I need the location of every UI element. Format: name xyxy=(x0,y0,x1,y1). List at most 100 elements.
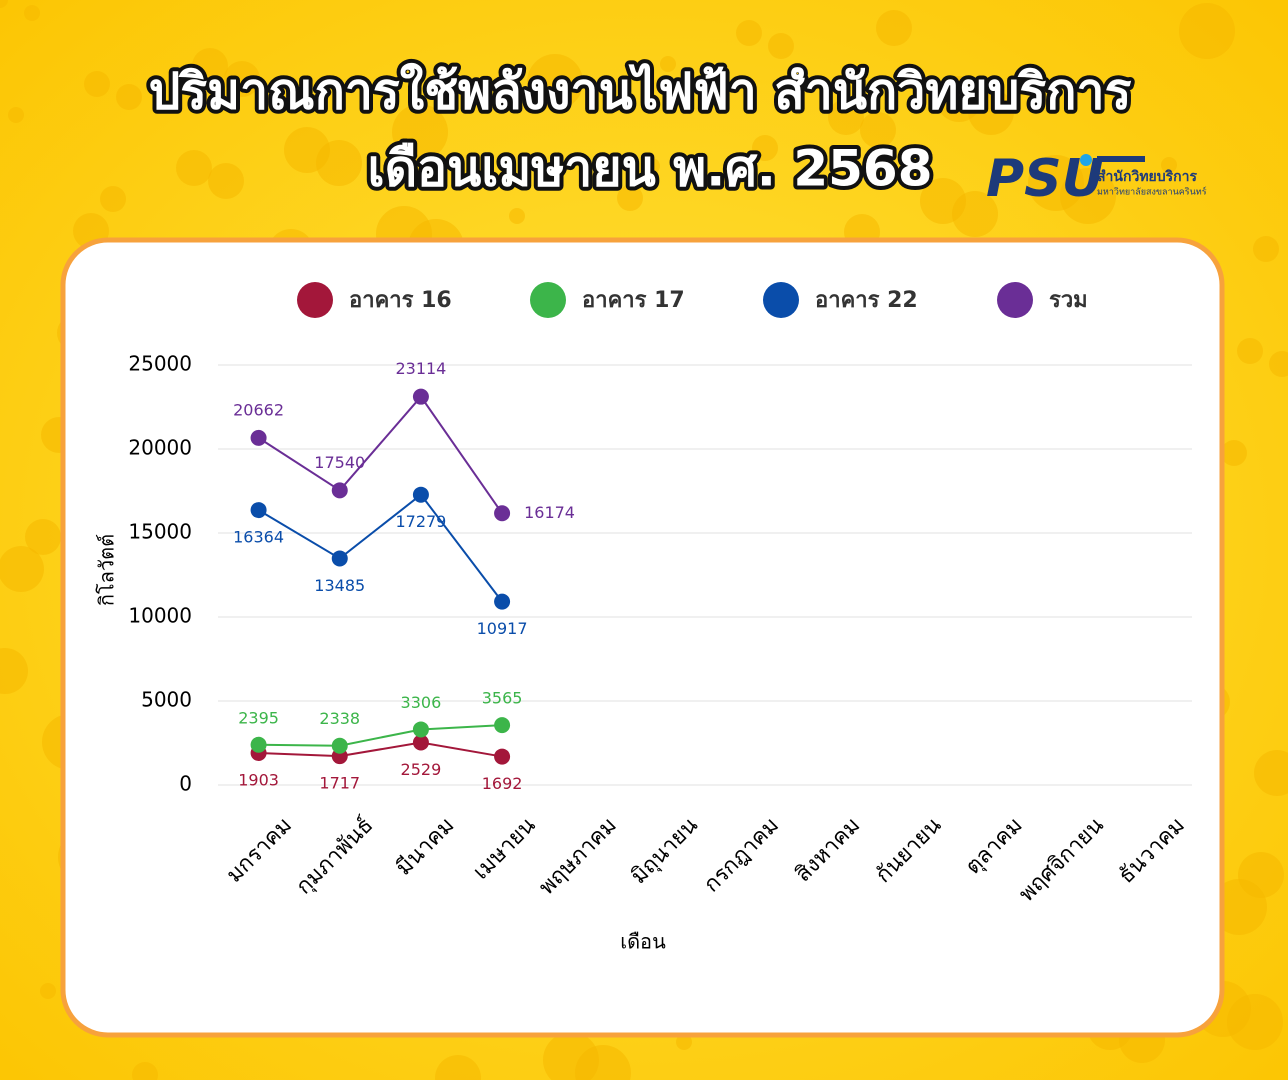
data-label: 2395 xyxy=(238,708,279,727)
legend-marker xyxy=(530,282,566,318)
data-point xyxy=(331,482,348,499)
data-label: 13485 xyxy=(314,576,365,595)
legend-label: อาคาร 22 xyxy=(815,288,918,313)
bg-dot xyxy=(860,112,896,148)
chart-title: ปริมาณการใช้พลังงานไฟฟ้า สำนักวิทยบริการ xyxy=(149,63,1132,121)
data-label: 20662 xyxy=(233,400,284,419)
bg-dot xyxy=(1179,3,1235,59)
data-label: 10917 xyxy=(477,619,528,638)
legend-marker xyxy=(997,282,1033,318)
y-tick-label: 15000 xyxy=(128,520,192,544)
logo-dot xyxy=(1080,154,1092,166)
data-label: 16174 xyxy=(524,503,575,522)
series-line xyxy=(258,395,503,514)
y-tick-label: 25000 xyxy=(128,352,192,376)
logo-name: สำนักวิทยบริการ xyxy=(1097,169,1197,185)
data-point xyxy=(494,748,511,765)
bg-dot xyxy=(0,546,44,592)
bg-dot xyxy=(736,20,762,46)
y-axis-label: กิโลวัตต์ xyxy=(95,534,119,606)
bg-dot xyxy=(0,648,28,694)
bg-dot xyxy=(876,10,912,46)
data-point xyxy=(494,717,511,734)
series: 2395 2338 3306 3565 xyxy=(238,689,522,754)
bg-dot xyxy=(1253,236,1279,262)
bg-dot xyxy=(192,48,228,84)
bg-dot xyxy=(0,0,8,8)
bg-dot xyxy=(208,163,244,199)
legend-label: รวม xyxy=(1049,288,1088,313)
data-point xyxy=(412,486,429,503)
series: 20662 17540 23114 16174 xyxy=(233,359,575,522)
bg-dot xyxy=(644,158,660,174)
y-tick-label: 20000 xyxy=(128,436,192,460)
y-tick-label: 5000 xyxy=(141,688,192,712)
data-point xyxy=(412,721,429,738)
legend-label: อาคาร 16 xyxy=(349,288,452,313)
bg-dot xyxy=(24,5,40,21)
data-label: 1692 xyxy=(482,774,523,793)
bg-dot xyxy=(676,1034,692,1050)
bg-dot xyxy=(1060,168,1116,224)
data-label: 23114 xyxy=(395,359,446,378)
data-point xyxy=(494,505,511,522)
bg-dot xyxy=(40,983,56,999)
bg-dot xyxy=(435,1055,481,1080)
bg-dot xyxy=(1161,157,1177,173)
logo-university: มหาวิทยาลัยสงขลานครินทร์ xyxy=(1097,186,1207,198)
bg-dot xyxy=(1227,994,1283,1050)
bg-dot xyxy=(509,208,525,224)
legend-marker xyxy=(763,282,799,318)
bg-dot xyxy=(224,61,260,97)
data-label: 17540 xyxy=(314,453,365,472)
data-label: 16364 xyxy=(233,528,284,547)
data-point xyxy=(250,502,267,519)
bg-dot xyxy=(116,84,142,110)
data-label: 1903 xyxy=(238,771,279,790)
logo-bar xyxy=(1097,156,1145,162)
y-tick-label: 10000 xyxy=(128,604,192,628)
data-label: 2529 xyxy=(401,760,442,779)
y-tick-label: 0 xyxy=(179,772,192,796)
bg-dot xyxy=(1269,351,1288,377)
bg-dot xyxy=(575,1045,631,1080)
data-point xyxy=(250,429,267,446)
bg-dot xyxy=(768,33,794,59)
bg-dot xyxy=(1254,750,1288,796)
bg-dot xyxy=(527,54,583,110)
data-label: 1717 xyxy=(319,774,360,793)
data-point xyxy=(412,388,429,405)
data-label: 3306 xyxy=(401,693,442,712)
chart-card xyxy=(60,237,1225,1038)
bg-dot xyxy=(392,104,448,160)
data-point xyxy=(250,736,267,753)
data-point xyxy=(331,737,348,754)
bg-dot xyxy=(617,185,643,211)
data-point xyxy=(412,734,429,751)
data-label: 17279 xyxy=(395,512,446,531)
bg-dot xyxy=(132,1062,158,1080)
bg-dot xyxy=(1211,879,1267,935)
bg-dot xyxy=(752,135,778,161)
bg-dot xyxy=(952,191,998,237)
bg-dot xyxy=(316,140,362,186)
bg-dot xyxy=(8,107,24,123)
bg-dot xyxy=(176,150,212,186)
bg-dot xyxy=(25,519,61,555)
legend-marker xyxy=(297,282,333,318)
logo: PSU สำนักวิทยบริการ มหาวิทยาลัยสงขลานคริ… xyxy=(986,149,1207,209)
series-line xyxy=(258,493,503,603)
bg-dot xyxy=(828,99,864,135)
series-line xyxy=(258,741,503,758)
data-label: 3565 xyxy=(482,689,523,708)
x-axis-label: เดือน xyxy=(620,930,666,954)
bg-dot xyxy=(968,89,1014,135)
bg-dot xyxy=(84,71,110,97)
bg-dot xyxy=(1221,440,1247,466)
bg-dot xyxy=(660,56,676,72)
series: 16364 13485 17279 10917 xyxy=(233,486,528,638)
series: 1903 1717 2529 1692 xyxy=(238,734,523,793)
data-point xyxy=(331,550,348,567)
bg-dot xyxy=(100,186,126,212)
